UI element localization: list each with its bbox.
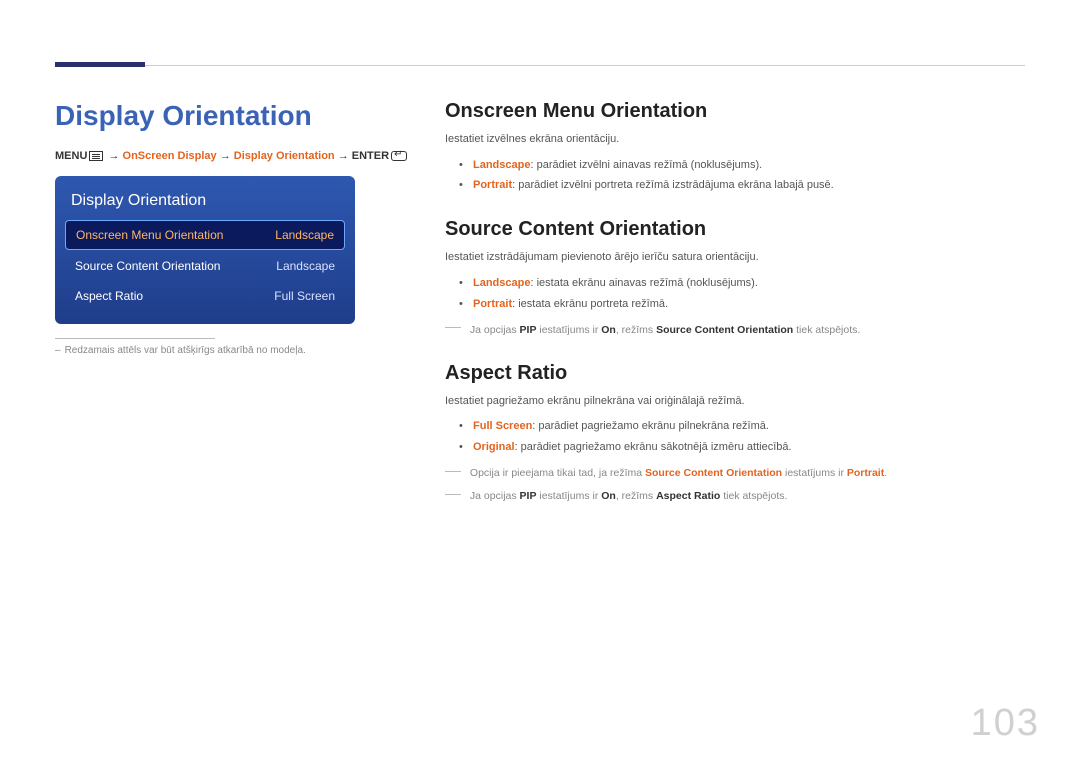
keyword: On — [601, 324, 616, 336]
left-footnote-text: Redzamais attēls var būt atšķirīgs atkar… — [65, 345, 306, 356]
note-text: Opcija ir pieejama tikai tad, ja režīma — [470, 467, 645, 479]
page-title: Display Orientation — [55, 100, 425, 132]
menu-row-value: Landscape — [276, 259, 335, 273]
menu-icon — [89, 151, 103, 161]
section-intro-source: Iestatiet izstrādājumam pievienoto ārējo… — [445, 249, 1025, 267]
keyword: Portrait — [847, 467, 884, 479]
section-heading-source: Source Content Orientation — [445, 218, 1025, 241]
note-text: tiek atspējots. — [793, 324, 860, 336]
note-text: , režīms — [616, 490, 656, 502]
list-item: Full Screen: parādiet pagriežamo ekrānu … — [459, 416, 1025, 437]
breadcrumb-part-1: OnScreen Display — [123, 150, 217, 162]
menu-row-label: Onscreen Menu Orientation — [76, 228, 223, 242]
note-dash-icon — [445, 327, 461, 328]
breadcrumb-arrow: → — [108, 150, 122, 162]
note-text: . — [884, 467, 887, 479]
keyword: Aspect Ratio — [656, 490, 720, 502]
keyword: PIP — [520, 324, 537, 336]
header-rule — [55, 65, 1025, 66]
menu-row-value: Landscape — [275, 228, 334, 242]
breadcrumb-arrow: → — [220, 150, 234, 162]
keyword: Source Content Orientation — [645, 467, 782, 479]
bullet-text: : parādiet pagriežamo ekrānu sākotnējā i… — [515, 441, 792, 453]
footnote-rule — [55, 338, 215, 339]
menu-row-aspect[interactable]: Aspect Ratio Full Screen — [65, 282, 345, 310]
note-aspect-1: Opcija ir pieejama tikai tad, ja režīma … — [445, 464, 1025, 483]
bullet-text: : parādiet pagriežamo ekrānu pilnekrāna … — [532, 420, 769, 432]
bullet-text: : parādiet izvēlni portreta režīmā izstr… — [512, 179, 834, 191]
menu-row-value: Full Screen — [274, 289, 335, 303]
breadcrumb-menu-label: MENU — [55, 150, 87, 162]
left-footnote: –Redzamais attēls var būt atšķirīgs atka… — [55, 345, 425, 356]
section-heading-onscreen: Onscreen Menu Orientation — [445, 100, 1025, 123]
page-content: Display Orientation MENU → OnScreen Disp… — [55, 100, 1025, 506]
list-item: Landscape: iestata ekrānu ainavas režīmā… — [459, 273, 1025, 294]
bullet-list-source: Landscape: iestata ekrānu ainavas režīmā… — [459, 273, 1025, 315]
breadcrumb-enter-label: ENTER — [352, 150, 389, 162]
section-intro-aspect: Iestatiet pagriežamo ekrānu pilnekrāna v… — [445, 393, 1025, 411]
note-aspect-2: Ja opcijas PIP iestatījums ir On, režīms… — [445, 487, 1025, 506]
keyword: Landscape — [473, 159, 530, 171]
bullet-text: : parādiet izvēlni ainavas režīmā (noklu… — [530, 159, 762, 171]
menu-row-onscreen[interactable]: Onscreen Menu Orientation Landscape — [65, 220, 345, 250]
keyword: Landscape — [473, 277, 530, 289]
menu-row-source[interactable]: Source Content Orientation Landscape — [65, 252, 345, 280]
list-item: Landscape: parādiet izvēlni ainavas režī… — [459, 155, 1025, 176]
note-dash-icon — [445, 494, 461, 495]
page-number: 103 — [971, 702, 1040, 745]
section-intro-onscreen: Iestatiet izvēlnes ekrāna orientāciju. — [445, 131, 1025, 149]
breadcrumb: MENU → OnScreen Display → Display Orient… — [55, 150, 425, 162]
note-text: iestatījums ir — [536, 490, 601, 502]
menu-row-label: Aspect Ratio — [75, 289, 143, 303]
note-text: iestatījums ir — [536, 324, 601, 336]
keyword: Portrait — [473, 179, 512, 191]
keyword: Source Content Orientation — [656, 324, 793, 336]
note-text: , režīms — [616, 324, 656, 336]
right-column: Onscreen Menu Orientation Iestatiet izvē… — [445, 100, 1025, 506]
header-rule-thick — [55, 62, 145, 67]
list-item: Portrait: parādiet izvēlni portreta režī… — [459, 175, 1025, 196]
keyword: PIP — [520, 490, 537, 502]
breadcrumb-arrow: → — [338, 150, 352, 162]
breadcrumb-part-2: Display Orientation — [234, 150, 335, 162]
note-text: Ja opcijas — [470, 324, 520, 336]
note-source: Ja opcijas PIP iestatījums ir On, režīms… — [445, 321, 1025, 340]
note-text: Ja opcijas — [470, 490, 520, 502]
section-heading-aspect: Aspect Ratio — [445, 362, 1025, 385]
note-text: iestatījums ir — [782, 467, 847, 479]
bullet-text: : iestata ekrānu portreta režīmā. — [512, 298, 668, 310]
keyword: Full Screen — [473, 420, 532, 432]
menu-row-label: Source Content Orientation — [75, 259, 220, 273]
list-item: Portrait: iestata ekrānu portreta režīmā… — [459, 294, 1025, 315]
enter-icon — [391, 151, 407, 161]
note-text: tiek atspējots. — [720, 490, 787, 502]
left-column: Display Orientation MENU → OnScreen Disp… — [55, 100, 425, 356]
bullet-text: : iestata ekrānu ainavas režīmā (noklusē… — [530, 277, 757, 289]
keyword: On — [601, 490, 616, 502]
keyword: Portrait — [473, 298, 512, 310]
menu-panel-title: Display Orientation — [65, 186, 345, 220]
list-item: Original: parādiet pagriežamo ekrānu sāk… — [459, 437, 1025, 458]
bullet-list-aspect: Full Screen: parādiet pagriežamo ekrānu … — [459, 416, 1025, 458]
keyword: Original — [473, 441, 515, 453]
menu-panel: Display Orientation Onscreen Menu Orient… — [55, 176, 355, 324]
bullet-list-onscreen: Landscape: parādiet izvēlni ainavas režī… — [459, 155, 1025, 197]
note-dash-icon — [445, 471, 461, 472]
